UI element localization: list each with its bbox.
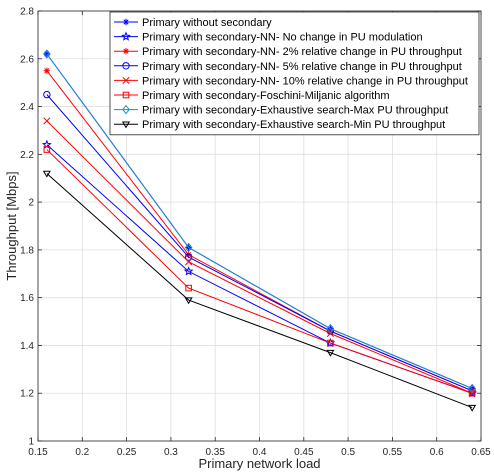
legend-entry: Primary with secondary-NN- 5% relative c… — [114, 61, 462, 73]
asterisk-marker — [122, 18, 130, 26]
x-marker — [122, 76, 130, 84]
x-axis-title: Primary network load — [198, 456, 320, 471]
x-tick-label: 0.55 — [383, 447, 403, 458]
series-line — [46, 53, 473, 389]
legend-entry: Primary with secondary-NN- 2% relative c… — [114, 46, 462, 58]
legend-entry: Primary with secondary-Foschini-Miljanic… — [114, 90, 390, 102]
x-tick-label: 0.65 — [471, 447, 491, 458]
star-marker — [183, 266, 194, 276]
triangle-down-marker — [42, 170, 51, 178]
triangle-down-marker — [326, 349, 335, 357]
x-tick-label: 0.45 — [294, 447, 314, 458]
square-marker — [43, 146, 51, 153]
square-marker — [327, 339, 334, 347]
square-marker — [468, 389, 476, 397]
circle-marker — [122, 62, 130, 70]
legend-label: Primary with secondary-Exhaustive search… — [142, 119, 445, 131]
series-line — [46, 173, 473, 409]
axis-ticks: 0.15 0.2 0.25 0.3 0.35 0.4 0.45 0.5 0.55 0.6 0.65 1… — [20, 7, 491, 459]
square-marker — [122, 91, 130, 99]
legend-entry: Primary with secondary-Exhaustive search… — [114, 105, 448, 117]
x-tick-label: 0.5 — [341, 447, 355, 458]
legend: Primary without secondary Primary with se… — [109, 11, 480, 136]
legend-label: Primary without secondary — [142, 17, 272, 29]
legend-label: Primary with secondary-NN- No change in … — [142, 32, 423, 44]
y-tick-label: 1.4 — [20, 341, 34, 352]
diamond-marker — [326, 323, 335, 334]
diamond-marker — [468, 383, 476, 394]
legend-label: Primary with secondary-Foschini-Miljanic… — [142, 90, 390, 102]
y-tick-label: 2.2 — [20, 150, 34, 161]
circle-marker — [43, 90, 51, 99]
asterisk-marker — [122, 48, 130, 55]
diamond-marker — [43, 49, 51, 59]
y-axis-title: Throughput [Mbps] — [4, 171, 19, 280]
series-6 — [43, 146, 476, 397]
triangle-down-marker — [184, 297, 193, 305]
series-8 — [42, 170, 477, 412]
legend-entry: Primary without secondary — [114, 17, 272, 29]
y-tick-label: 1 — [28, 437, 34, 448]
legend-label: Primary with secondary-NN- 2% relative c… — [142, 46, 462, 58]
y-tick-label: 1.6 — [20, 293, 34, 304]
series-line — [46, 120, 473, 394]
legend-label: Primary with secondary-Exhaustive search… — [142, 105, 448, 117]
triangle-down-marker — [121, 121, 131, 129]
legend-box — [109, 11, 480, 136]
asterisk-marker — [185, 251, 192, 258]
x-marker — [43, 117, 51, 125]
x-tick-label: 0.3 — [164, 447, 178, 458]
legend-entry: Primary with secondary-NN- No change in … — [114, 31, 423, 44]
asterisk-marker — [43, 67, 51, 74]
diamond-marker — [122, 104, 130, 115]
legend-label: Primary with secondary-NN- 10% relative … — [142, 75, 468, 87]
y-tick-label: 2.8 — [20, 7, 34, 18]
series-group — [42, 49, 477, 412]
legend-entry: Primary with secondary-NN- 10% relative … — [114, 75, 468, 87]
series-7 — [43, 49, 476, 394]
legend-label: Primary with secondary-NN- 5% relative c… — [142, 61, 462, 73]
y-tick-label: 2.6 — [20, 54, 34, 65]
y-tick-label: 1.2 — [20, 389, 34, 400]
y-tick-label: 1.8 — [20, 245, 34, 256]
circle-marker — [326, 327, 335, 335]
x-tick-label: 0.6 — [430, 447, 444, 458]
diamond-marker — [184, 242, 193, 253]
legend-entry: Primary with secondary-Exhaustive search… — [114, 119, 445, 131]
x-tick-label: 0.4 — [253, 447, 267, 458]
star-marker — [121, 31, 131, 41]
square-marker — [185, 284, 192, 292]
y-tick-label: 2.4 — [20, 102, 34, 113]
y-tick-label: 2 — [28, 198, 34, 209]
x-tick-label: 0.25 — [117, 447, 137, 458]
x-tick-label: 0.15 — [28, 447, 48, 458]
circle-marker — [184, 253, 193, 261]
series-line — [46, 94, 473, 392]
x-tick-label: 0.35 — [205, 447, 225, 458]
x-marker — [185, 258, 193, 266]
series-line — [46, 149, 473, 394]
triangle-down-marker — [468, 404, 477, 412]
x-tick-label: 0.2 — [75, 447, 89, 458]
